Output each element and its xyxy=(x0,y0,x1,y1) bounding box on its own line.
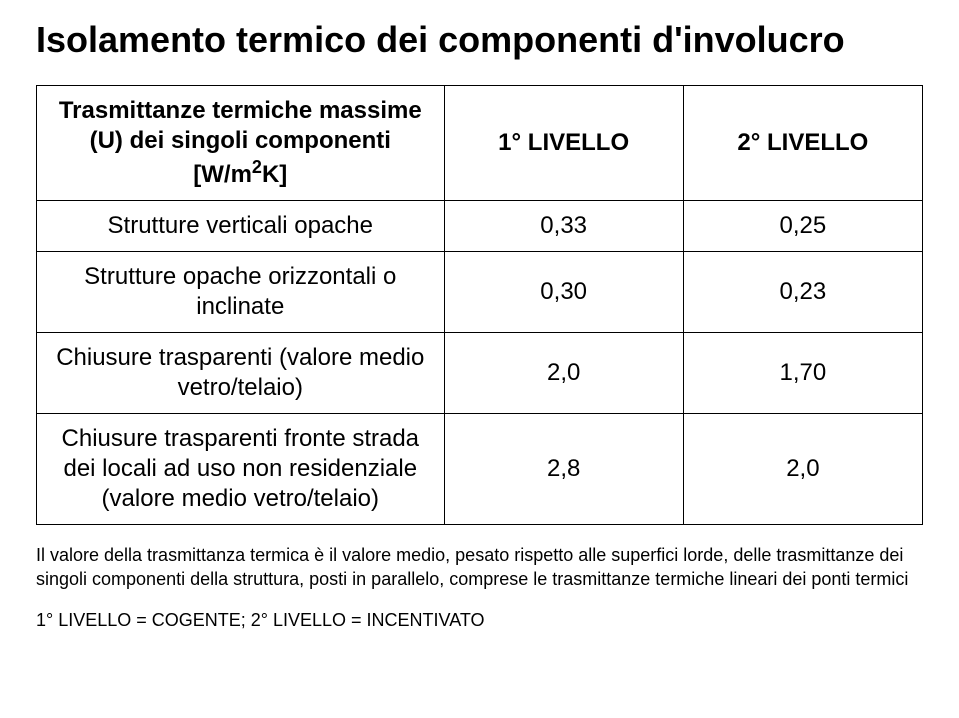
row-v2: 2,0 xyxy=(683,414,922,525)
slide-page: Isolamento termico dei componenti d'invo… xyxy=(0,0,959,718)
table-row: Strutture verticali opache 0,33 0,25 xyxy=(37,201,923,252)
footnote-text: Il valore della trasmittanza termica è i… xyxy=(36,543,923,592)
row-label: Chiusure trasparenti fronte strada dei l… xyxy=(37,414,445,525)
row-v2: 0,23 xyxy=(683,252,922,333)
table-row: Strutture opache orizzontali o inclinate… xyxy=(37,252,923,333)
row-v1: 2,0 xyxy=(444,333,683,414)
table-row: Chiusure trasparenti fronte strada dei l… xyxy=(37,414,923,525)
row-v2: 0,25 xyxy=(683,201,922,252)
page-title: Isolamento termico dei componenti d'invo… xyxy=(36,18,923,61)
row-v1: 0,30 xyxy=(444,252,683,333)
row-v1: 2,8 xyxy=(444,414,683,525)
row-v1: 0,33 xyxy=(444,201,683,252)
table-row: Chiusure trasparenti (valore medio vetro… xyxy=(37,333,923,414)
table-header-row: Trasmittanze termiche massime (U) dei si… xyxy=(37,86,923,201)
transmittance-table: Trasmittanze termiche massime (U) dei si… xyxy=(36,85,923,525)
row-label: Strutture opache orizzontali o inclinate xyxy=(37,252,445,333)
row-v2: 1,70 xyxy=(683,333,922,414)
col-header-component: Trasmittanze termiche massime (U) dei si… xyxy=(37,86,445,201)
col-header-level1: 1° LIVELLO xyxy=(444,86,683,201)
legend-text: 1° LIVELLO = COGENTE; 2° LIVELLO = INCEN… xyxy=(36,610,923,631)
row-label: Strutture verticali opache xyxy=(37,201,445,252)
col-header-level2: 2° LIVELLO xyxy=(683,86,922,201)
row-label: Chiusure trasparenti (valore medio vetro… xyxy=(37,333,445,414)
